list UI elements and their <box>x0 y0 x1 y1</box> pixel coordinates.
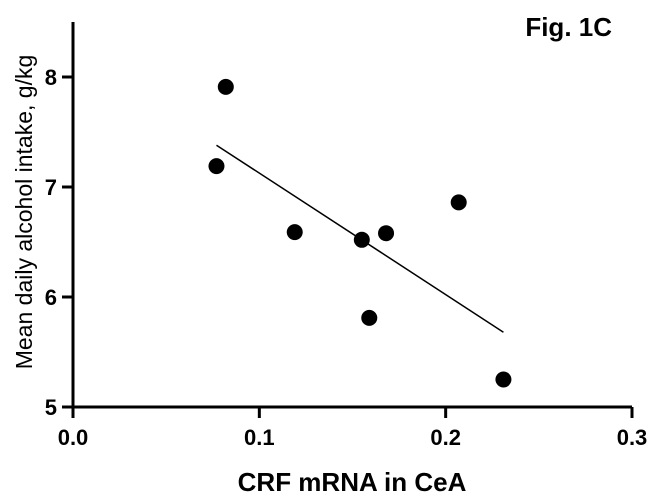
x-axis-label: CRF mRNA in CeA <box>238 467 467 497</box>
axes <box>71 22 632 409</box>
y-tick-label: 8 <box>45 65 57 90</box>
y-axis-label: Mean daily alcohol intake, g/kg <box>11 55 37 370</box>
x-tick-label: 0.1 <box>244 425 275 450</box>
x-tick-label: 0.2 <box>430 425 461 450</box>
y-tick-label: 6 <box>45 285 57 310</box>
data-point <box>217 78 234 95</box>
y-tick-label: 5 <box>45 395 57 420</box>
data-point <box>361 309 378 326</box>
chart-title: Fig. 1C <box>525 12 612 42</box>
data-point <box>208 158 225 175</box>
data-points <box>208 78 512 388</box>
y-tick-label: 7 <box>45 175 57 200</box>
data-point <box>450 194 467 211</box>
x-tick-label: 0.3 <box>617 425 648 450</box>
x-tick-label: 0.0 <box>58 425 89 450</box>
data-point <box>495 371 512 388</box>
data-point <box>353 231 370 248</box>
data-point <box>286 224 303 241</box>
data-point <box>378 225 395 242</box>
ticks: 0.0 0.1 0.2 0.3 5 6 7 8 <box>45 65 648 450</box>
